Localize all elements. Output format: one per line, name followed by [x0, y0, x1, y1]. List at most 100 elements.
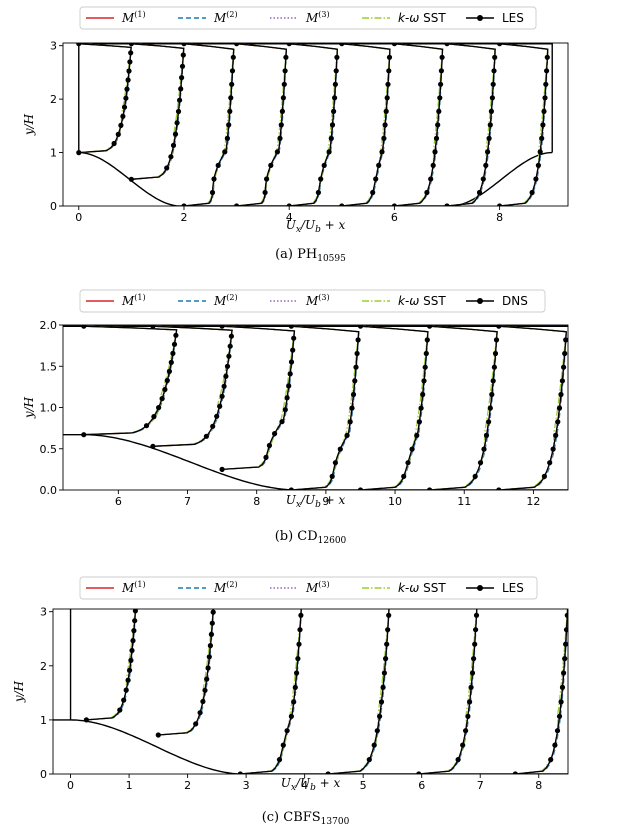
profile-station: [237, 609, 304, 774]
reference-point: [497, 43, 503, 47]
reference-point: [489, 391, 495, 398]
reference-point: [226, 122, 232, 128]
reference-point: [179, 75, 185, 81]
reference-point: [164, 377, 170, 384]
legend-label: DNS: [502, 294, 528, 308]
reference-point: [284, 395, 290, 401]
reference-point: [143, 423, 150, 429]
y-tick-label: 1: [50, 147, 57, 160]
model-line: [78, 43, 132, 154]
x-tick-label: 0: [67, 779, 74, 792]
profile-station: [512, 609, 568, 774]
reference-point: [381, 670, 387, 676]
profile-station: [128, 43, 186, 182]
reference-point: [405, 460, 411, 466]
reference-point: [492, 54, 498, 60]
reference-point: [540, 122, 546, 128]
reference-point: [559, 378, 566, 384]
reference-point: [228, 95, 234, 101]
reference-point: [292, 684, 298, 691]
x-tick-label: 4: [301, 779, 308, 792]
reference-point: [209, 189, 216, 196]
x-tick-label: 10: [388, 495, 402, 508]
reference-point: [339, 203, 345, 206]
legend-label: LES: [502, 11, 524, 25]
figure-caption: (b) CD12600: [275, 529, 347, 546]
reference-point: [229, 68, 236, 74]
reference-point: [350, 391, 357, 398]
reference-point: [483, 432, 490, 438]
figure-caption: (c) CBFS13700: [262, 810, 350, 827]
reference-point: [383, 108, 389, 114]
profile-station: [444, 43, 498, 206]
reference-point: [473, 627, 479, 633]
reference-point: [438, 68, 444, 74]
reference-point: [541, 473, 548, 479]
reference-point: [487, 405, 493, 411]
reference-point: [471, 656, 477, 662]
reference-point: [485, 149, 491, 155]
model-line: [360, 325, 429, 490]
reference-point: [539, 135, 545, 141]
x-tick-label: 2: [180, 211, 187, 224]
reference-line: [222, 325, 296, 471]
y-tick-label: 3: [50, 40, 57, 53]
reference-point: [288, 359, 295, 365]
reference-point: [477, 460, 484, 466]
reference-point: [414, 432, 420, 438]
x-tick-label: 8: [496, 211, 503, 224]
reference-point: [332, 460, 338, 466]
reference-point: [197, 710, 203, 716]
reference-point: [118, 122, 124, 128]
model-line: [152, 325, 233, 447]
reference-point: [416, 771, 422, 774]
reference-point: [332, 81, 338, 87]
reference-point: [205, 665, 211, 671]
reference-point: [171, 341, 178, 347]
reference-point: [274, 149, 280, 155]
reference-point: [550, 446, 556, 452]
y-tick-label: 1: [40, 714, 47, 727]
reference-point: [166, 368, 172, 374]
reference-point: [416, 419, 422, 425]
model-line: [131, 43, 185, 180]
chart-b: 6 7 8 9 10 11 12 0.0 0.5 1.0 1.5 2.0 Ux/Ub + x y/H M(1…: [22, 289, 569, 546]
model-line: [222, 325, 296, 470]
reference-point: [460, 742, 466, 748]
reference-point: [357, 487, 364, 490]
model-line: [328, 609, 390, 774]
reference-point: [564, 612, 568, 618]
reference-point: [209, 620, 215, 626]
reference-point: [371, 742, 377, 748]
reference-point: [465, 713, 471, 719]
y-tick-label: 0: [50, 200, 57, 213]
reference-point: [553, 432, 559, 438]
model-line: [291, 325, 360, 490]
reference-point: [455, 757, 461, 763]
reference-point: [542, 95, 548, 101]
model-line: [498, 325, 567, 490]
reference-point: [487, 122, 493, 128]
reference-point: [210, 609, 216, 615]
reference-point: [352, 378, 358, 384]
reference-point: [234, 203, 240, 206]
reference-point: [206, 654, 212, 660]
reference-point: [558, 391, 564, 398]
reference-point: [128, 176, 134, 182]
reference-point: [435, 122, 441, 128]
profile-station: [76, 43, 134, 156]
reference-point: [334, 54, 340, 60]
reference-point: [266, 442, 272, 449]
reference-point: [374, 728, 380, 734]
legend-label: k-ω SST: [398, 294, 446, 308]
reference-point: [472, 641, 478, 647]
y-axis-label: y/H: [22, 396, 36, 419]
model-line: [291, 325, 360, 490]
reference-point: [202, 687, 208, 693]
model-line: [222, 325, 296, 470]
reference-line: [328, 609, 390, 774]
model-line: [131, 43, 185, 180]
reference-point: [486, 419, 492, 425]
reference-point: [121, 697, 127, 703]
reference-point: [81, 432, 87, 438]
